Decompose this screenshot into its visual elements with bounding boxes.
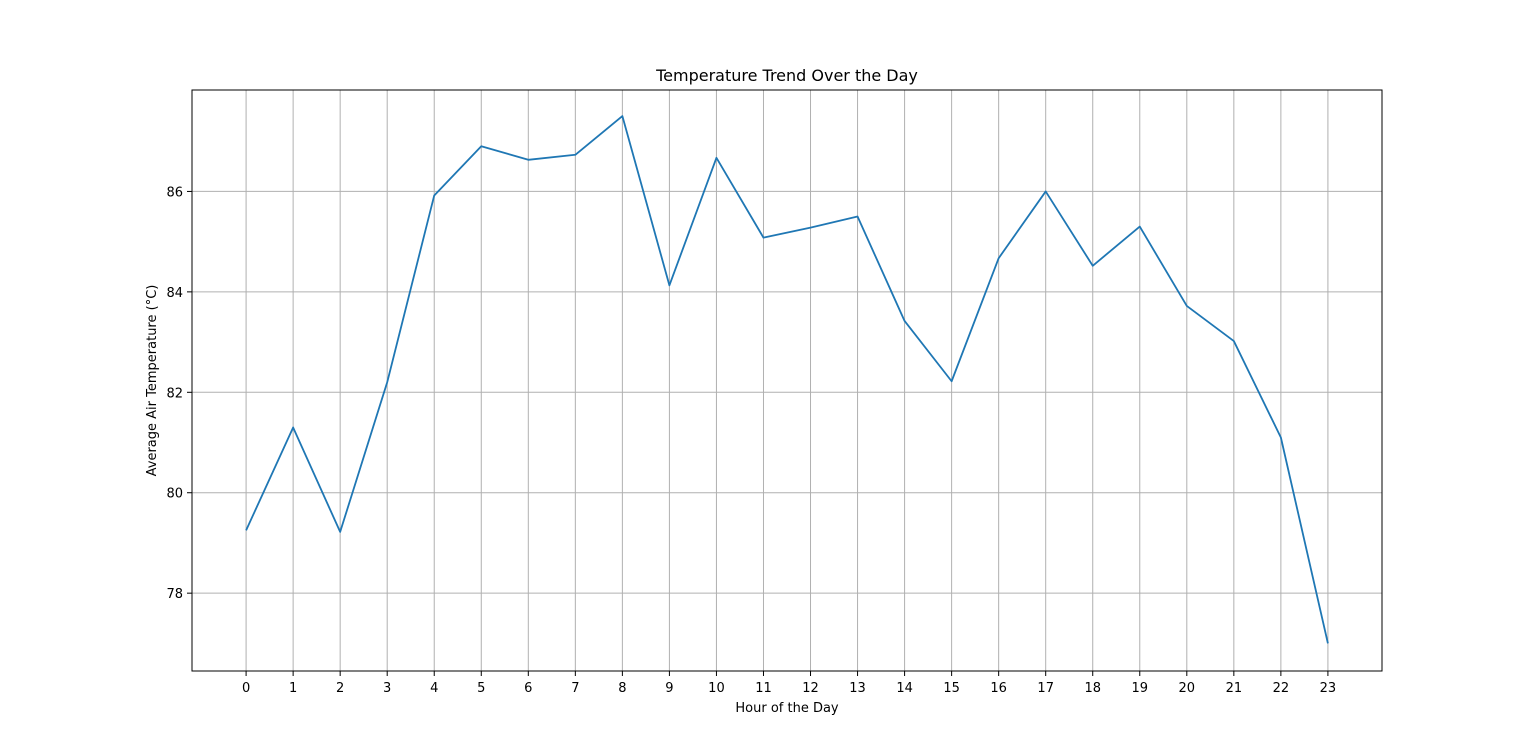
y-tick-label: 86 <box>166 185 183 200</box>
x-tick-label: 4 <box>430 681 438 696</box>
x-axis-ticks: 0 1 2 3 4 5 6 7 8 9 10 11 12 13 14 15 16 17 18 19 20 21 22 23 <box>242 671 1336 696</box>
y-axis-label: Average Air Temperature (°C) <box>145 285 160 477</box>
y-tick-label: 78 <box>166 587 183 602</box>
x-tick-label: 1 <box>289 681 297 696</box>
x-tick-label: 2 <box>336 681 344 696</box>
y-tick-label: 82 <box>166 386 183 401</box>
x-tick-label: 5 <box>477 681 485 696</box>
x-tick-label: 21 <box>1226 681 1243 696</box>
x-axis-label: Hour of the Day <box>735 701 839 716</box>
series-lines <box>245 115 1329 644</box>
y-axis-ticks: 78 80 82 84 86 <box>166 185 192 602</box>
x-tick-label: 22 <box>1273 681 1290 696</box>
x-tick-label: 17 <box>1037 681 1054 696</box>
x-tick-label: 20 <box>1179 681 1196 696</box>
x-tick-label: 18 <box>1084 681 1101 696</box>
x-tick-label: 12 <box>802 681 819 696</box>
plot-frame <box>191 89 1383 672</box>
x-tick-label: 11 <box>755 681 772 696</box>
x-tick-label: 15 <box>943 681 960 696</box>
x-tick-label: 0 <box>242 681 250 696</box>
chart-title: Temperature Trend Over the Day <box>655 66 918 85</box>
series-line <box>245 115 1329 644</box>
x-tick-label: 6 <box>524 681 532 696</box>
x-tick-label: 10 <box>708 681 725 696</box>
y-tick-label: 84 <box>166 286 183 301</box>
x-tick-label: 8 <box>618 681 626 696</box>
grid-lines <box>192 90 1382 671</box>
x-tick-label: 13 <box>849 681 866 696</box>
x-tick-label: 14 <box>896 681 913 696</box>
x-tick-label: 9 <box>665 681 673 696</box>
x-tick-label: 7 <box>571 681 579 696</box>
x-tick-label: 3 <box>383 681 391 696</box>
x-tick-label: 16 <box>990 681 1007 696</box>
x-tick-label: 19 <box>1131 681 1148 696</box>
x-tick-label: 23 <box>1320 681 1337 696</box>
y-tick-label: 80 <box>166 487 183 502</box>
